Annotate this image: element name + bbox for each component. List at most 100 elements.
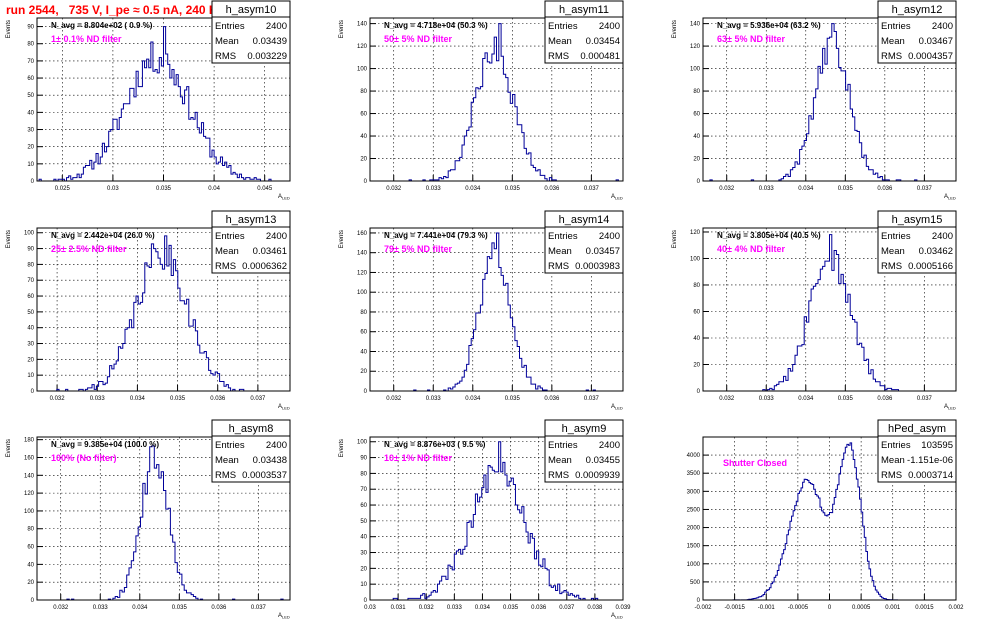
x-tick-label: 0.038	[587, 605, 603, 611]
plot-border	[369, 17, 624, 182]
y-axis-label: Events	[6, 230, 12, 248]
x-tick-label: 0.036	[531, 605, 547, 611]
x-tick-label: 0.036	[544, 186, 560, 192]
x-tick-label: 0.002	[948, 605, 964, 611]
stats-entries-value: 2400	[932, 21, 953, 32]
x-axis-label: ALED	[278, 194, 290, 201]
y-tick-label: 20	[360, 157, 367, 163]
y-tick-label: 0	[697, 179, 701, 185]
x-tick-label: -0.002	[694, 605, 712, 611]
stats-mean-label: Mean	[548, 36, 572, 47]
x-axis-label-subscript: LED	[615, 615, 623, 620]
stats-mean-value: 0.03438	[253, 455, 287, 466]
stats-mean-label: Mean	[215, 455, 239, 466]
stats-rms-label: RMS	[215, 261, 236, 272]
x-tick-label: 0.035	[838, 396, 854, 402]
y-tick-label: 30	[360, 551, 367, 557]
y-tick-label: 120	[690, 44, 701, 50]
x-axis-label-subscript: LED	[282, 615, 290, 620]
x-tick-label: 0.033	[759, 396, 775, 402]
histogram-panel-h_asym10: 0.025 0.03 0.035 0.04 0.045 0 10 20 30 40 50 60 70 80…	[6, 0, 291, 201]
stats-mean-label: Mean	[881, 36, 905, 47]
y-tick-label: 120	[357, 44, 368, 50]
stats-rms-value: 0.0005166	[908, 261, 953, 272]
histogram-name: h_asym11	[559, 4, 609, 16]
navg-label: N_avg = 5.936e+04 (63.2 %)	[717, 21, 821, 30]
y-tick-label: 100	[690, 256, 701, 262]
stats-mean-label: Mean	[548, 455, 572, 466]
x-tick-label: 0.035	[156, 186, 172, 192]
filter-annotation: 79± 5% ND filter	[384, 244, 452, 254]
y-tick-label: 0	[31, 179, 35, 185]
stats-entries-value: 2400	[266, 21, 287, 32]
x-tick-label: 0.033	[426, 186, 442, 192]
x-tick-label: 0.034	[798, 396, 814, 402]
stats-mean-value: -1.151e-06	[907, 455, 953, 466]
x-tick-label: 0.035	[172, 605, 188, 611]
y-tick-label: 80	[360, 310, 367, 316]
x-axis-label: ALED	[944, 404, 956, 411]
x-tick-label: 0.045	[257, 186, 273, 192]
navg-label: N_avg = 9.385e+04 (100.0 %)	[51, 440, 159, 449]
histogram-panel-h_asym9: 0.03 0.031 0.032 0.033 0.034 0.035 0.036 0.037 0…	[339, 419, 631, 620]
x-tick-label: 0.031	[391, 605, 407, 611]
stats-box	[877, 226, 957, 274]
navg-label: N_avg = 7.441e+04 (79.3 %)	[384, 231, 488, 240]
y-tick-label: 4000	[687, 453, 701, 459]
y-tick-label: 100	[24, 231, 35, 237]
stats-rms-value: 0.003229	[247, 51, 287, 62]
y-tick-label: 60	[360, 330, 367, 336]
histogram-name: h_asym14	[559, 214, 610, 226]
stats-rms-value: 0.0003983	[575, 261, 620, 272]
x-axis-label: ALED	[278, 613, 290, 620]
histogram-name: h_asym8	[229, 423, 274, 435]
x-tick-label: 0.036	[544, 396, 560, 402]
y-tick-label: 1000	[687, 562, 701, 568]
y-tick-label: 30	[27, 128, 34, 134]
y-axis-label: Events	[672, 20, 678, 38]
y-tick-label: 10	[27, 373, 34, 379]
filter-annotation: 25± 2.5% ND filter	[51, 244, 127, 254]
y-tick-label: 50	[27, 310, 34, 316]
y-tick-label: 80	[27, 262, 34, 268]
y-tick-label: 10	[27, 162, 34, 168]
x-tick-label: 0.0015	[915, 605, 934, 611]
x-tick-label: 0.001	[885, 605, 901, 611]
y-tick-label: 0	[31, 598, 35, 604]
x-tick-label: 0.035	[170, 396, 186, 402]
stats-entries-value: 2400	[266, 440, 287, 451]
y-tick-label: 140	[357, 22, 368, 28]
stats-rms-value: 0.0003537	[242, 470, 287, 481]
y-tick-label: 20	[27, 145, 34, 151]
filter-annotation: 63± 5% ND filter	[717, 34, 785, 44]
y-tick-label: 40	[360, 134, 367, 140]
x-tick-label: 0.035	[838, 186, 854, 192]
y-tick-label: 80	[27, 42, 34, 48]
stats-entries-value: 103595	[921, 440, 953, 451]
filter-annotation: Shutter Closed	[723, 458, 787, 468]
x-axis-label: ALED	[611, 404, 623, 411]
stats-entries-value: 2400	[599, 231, 620, 242]
stats-rms-label: RMS	[548, 470, 569, 481]
x-axis-label: ALED	[611, 194, 623, 201]
x-tick-label: 0.032	[53, 605, 69, 611]
x-axis-label-subscript: LED	[948, 406, 956, 411]
stats-rms-value: 0.0004357	[908, 51, 953, 62]
y-tick-label: 60	[360, 112, 367, 118]
stats-mean-value: 0.03454	[586, 36, 620, 47]
y-tick-label: 40	[27, 326, 34, 332]
x-tick-label: 0.032	[419, 605, 435, 611]
x-tick-label: 0.039	[615, 605, 631, 611]
y-tick-label: 160	[24, 455, 35, 461]
stats-entries-label: Entries	[881, 21, 911, 32]
y-tick-label: 2000	[687, 526, 701, 532]
stats-mean-label: Mean	[881, 246, 905, 257]
x-tick-label: -0.001	[758, 605, 776, 611]
y-tick-label: 180	[24, 438, 35, 444]
stats-mean-value: 0.03461	[253, 246, 287, 257]
y-tick-label: 20	[360, 566, 367, 572]
histogram-panel-h_asym8: 0.032 0.033 0.034 0.035 0.036 0.037 0 20 40 60 80 1…	[6, 419, 291, 620]
y-tick-label: 0	[31, 389, 35, 395]
y-tick-label: 70	[27, 59, 34, 65]
x-tick-label: 0.034	[132, 605, 148, 611]
